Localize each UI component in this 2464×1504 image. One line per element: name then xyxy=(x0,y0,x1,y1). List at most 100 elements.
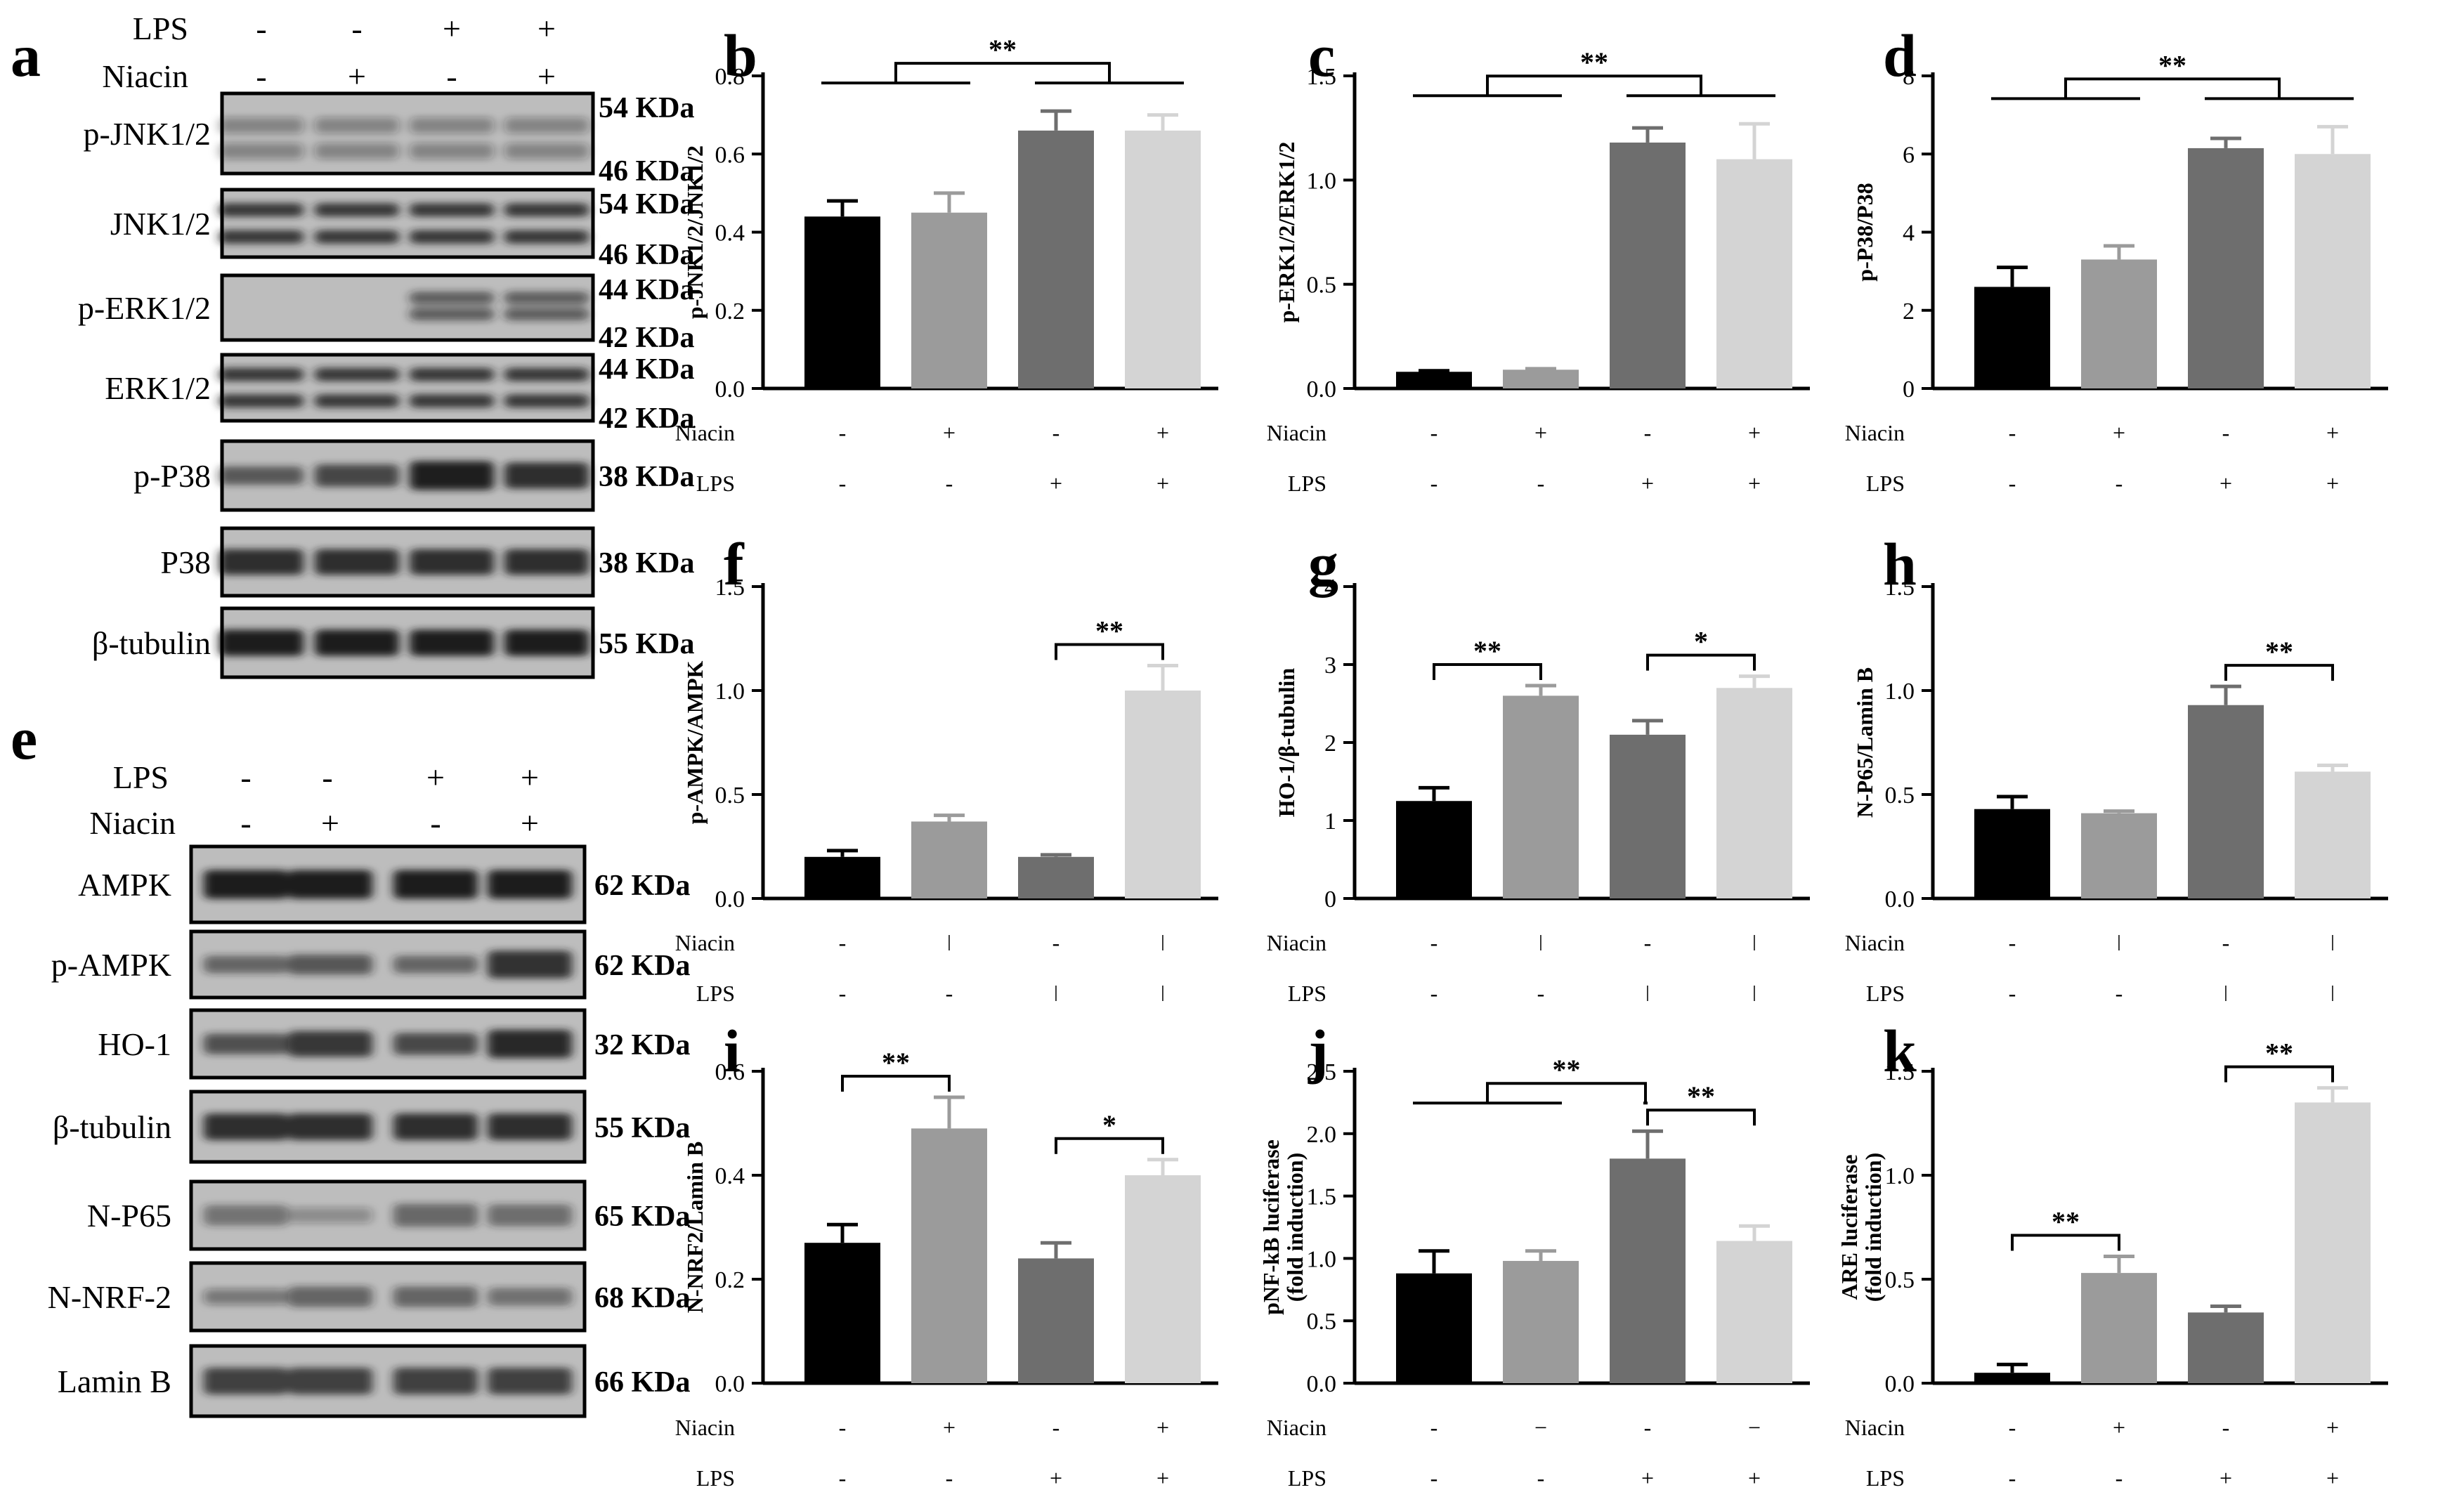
chart-panel-k: k 0.0 0.5 1.0 1.5 ARE luciferase(fold inducti… xyxy=(1837,1017,2388,1491)
blot-band xyxy=(488,1029,572,1059)
blot-frame xyxy=(220,273,595,342)
row-sign: + xyxy=(2326,1465,2339,1491)
bar xyxy=(1974,287,2050,388)
blot-band xyxy=(504,629,589,656)
kda-label: 62 KDa xyxy=(594,870,691,902)
y-tick-label: 4 xyxy=(1903,221,1915,247)
bar xyxy=(1503,370,1579,388)
row-sign: - xyxy=(2009,420,2016,445)
sign: - xyxy=(430,805,441,841)
blot-band xyxy=(219,143,304,159)
row-sign: + xyxy=(943,420,956,445)
y-tick-label: 2.0 xyxy=(1307,1122,1337,1148)
row-sign: - xyxy=(2116,981,2123,1006)
significance-label: ** xyxy=(1580,46,1608,78)
bar xyxy=(1503,695,1579,898)
sign: - xyxy=(240,805,251,841)
row-sign: - xyxy=(2009,471,2016,496)
y-tick-label: 1.5 xyxy=(1307,64,1337,90)
kda-label: 44 KDa xyxy=(599,353,695,386)
blot-band xyxy=(204,955,288,974)
y-tick-label: 0.5 xyxy=(1307,273,1337,299)
blot-band xyxy=(315,629,399,656)
panel-letter: e xyxy=(11,705,37,772)
protein-label: N-NRF-2 xyxy=(48,1279,171,1315)
significance-bracket: ** xyxy=(841,1047,951,1092)
significance-label: * xyxy=(1102,1109,1116,1141)
protein-label: p-ERK1/2 xyxy=(78,290,211,326)
row-label: Niacin xyxy=(1845,1415,1905,1440)
blot-band xyxy=(219,466,304,485)
bar xyxy=(1018,1258,1094,1383)
row-sign: ǀ xyxy=(2117,930,2121,955)
blot-band xyxy=(219,203,304,217)
row-label: Niacin xyxy=(1267,930,1326,955)
chart-panel-f: f 0.0 0.5 1.0 1.5 p-AMPK/AMPK ** Niacin - ǀ - ǀ LPS -… xyxy=(675,530,1218,1006)
row-sign: - xyxy=(1644,420,1652,445)
row-label: LPS xyxy=(1288,981,1326,1006)
row-sign: ǀ xyxy=(1161,981,1165,1006)
row-sign: - xyxy=(2222,420,2230,445)
row-sign: - xyxy=(1430,420,1438,445)
row-sign: ǀ xyxy=(1539,930,1543,955)
blot-band xyxy=(504,230,589,244)
y-tick-label: 2 xyxy=(1903,299,1915,325)
row-label: Niacin xyxy=(1845,420,1905,445)
blot-bands xyxy=(219,117,589,159)
bar xyxy=(1503,1260,1579,1383)
significance-label: ** xyxy=(1553,1054,1581,1085)
row-sign: + xyxy=(1050,1465,1062,1491)
row-sign: - xyxy=(1430,471,1438,496)
row-sign: - xyxy=(839,981,847,1006)
y-axis-label-line2: (fold induction) xyxy=(1282,1153,1308,1302)
blot-band xyxy=(315,117,399,133)
sign: + xyxy=(521,805,539,841)
blot-band xyxy=(204,1289,288,1304)
row-sign: + xyxy=(1156,420,1169,445)
protein-label: AMPK xyxy=(78,867,171,903)
row-sign: - xyxy=(1052,420,1060,445)
blot-bands xyxy=(204,1203,572,1227)
bracket-line xyxy=(1646,653,1756,671)
blot-band xyxy=(288,870,372,899)
blot-frame xyxy=(189,844,587,924)
sign: - xyxy=(256,11,266,46)
blot-band xyxy=(410,394,494,408)
row-sign: - xyxy=(2009,1465,2016,1491)
blot-frame xyxy=(220,188,595,259)
panel-letter: g xyxy=(1308,530,1338,598)
significance-bracket: * xyxy=(1646,626,1756,671)
header-label-lps: LPS xyxy=(133,11,188,46)
y-tick-label: 1.0 xyxy=(1307,168,1337,194)
y-tick-label: 2 xyxy=(1324,731,1336,757)
panel-letter: k xyxy=(1883,1017,1917,1085)
bar xyxy=(2295,1102,2371,1383)
significance-bracket: ** xyxy=(1055,615,1164,660)
bar xyxy=(911,1128,987,1383)
blot-band xyxy=(410,117,494,133)
blot-band xyxy=(410,461,494,490)
blot-frame xyxy=(220,353,595,423)
bracket-line xyxy=(1055,1137,1164,1154)
row-sign: + xyxy=(1641,471,1654,496)
significance-bracket: ** xyxy=(821,34,1184,85)
row-label: Niacin xyxy=(1845,930,1905,955)
blot-bands xyxy=(204,1368,572,1394)
y-tick-label: 0.0 xyxy=(1307,377,1337,403)
blot-row: p-JNK1/2 54 KDa 46 KDa xyxy=(84,91,695,188)
bracket-line xyxy=(1433,662,1542,680)
blot-bands xyxy=(204,1286,572,1307)
bar xyxy=(2188,148,2264,388)
y-tick-label: 1.5 xyxy=(1885,575,1915,601)
blot-bands xyxy=(219,203,589,244)
y-tick-label: 1.0 xyxy=(1307,1246,1337,1272)
bar xyxy=(2295,771,2371,898)
y-axis-label: p-ERK1/2/ERK1/2 xyxy=(1274,142,1299,323)
blot-band xyxy=(410,143,494,159)
row-label: LPS xyxy=(1866,981,1905,1006)
row-label: LPS xyxy=(1288,1465,1326,1491)
chart-panel-b: b 0.0 0.2 0.4 0.6 0.8 p-JNK1/2/JNK1/2 ** Niacin -… xyxy=(675,22,1218,496)
blot-band xyxy=(504,117,589,133)
bracket-line xyxy=(1646,1109,1756,1126)
blot-band xyxy=(315,464,399,487)
